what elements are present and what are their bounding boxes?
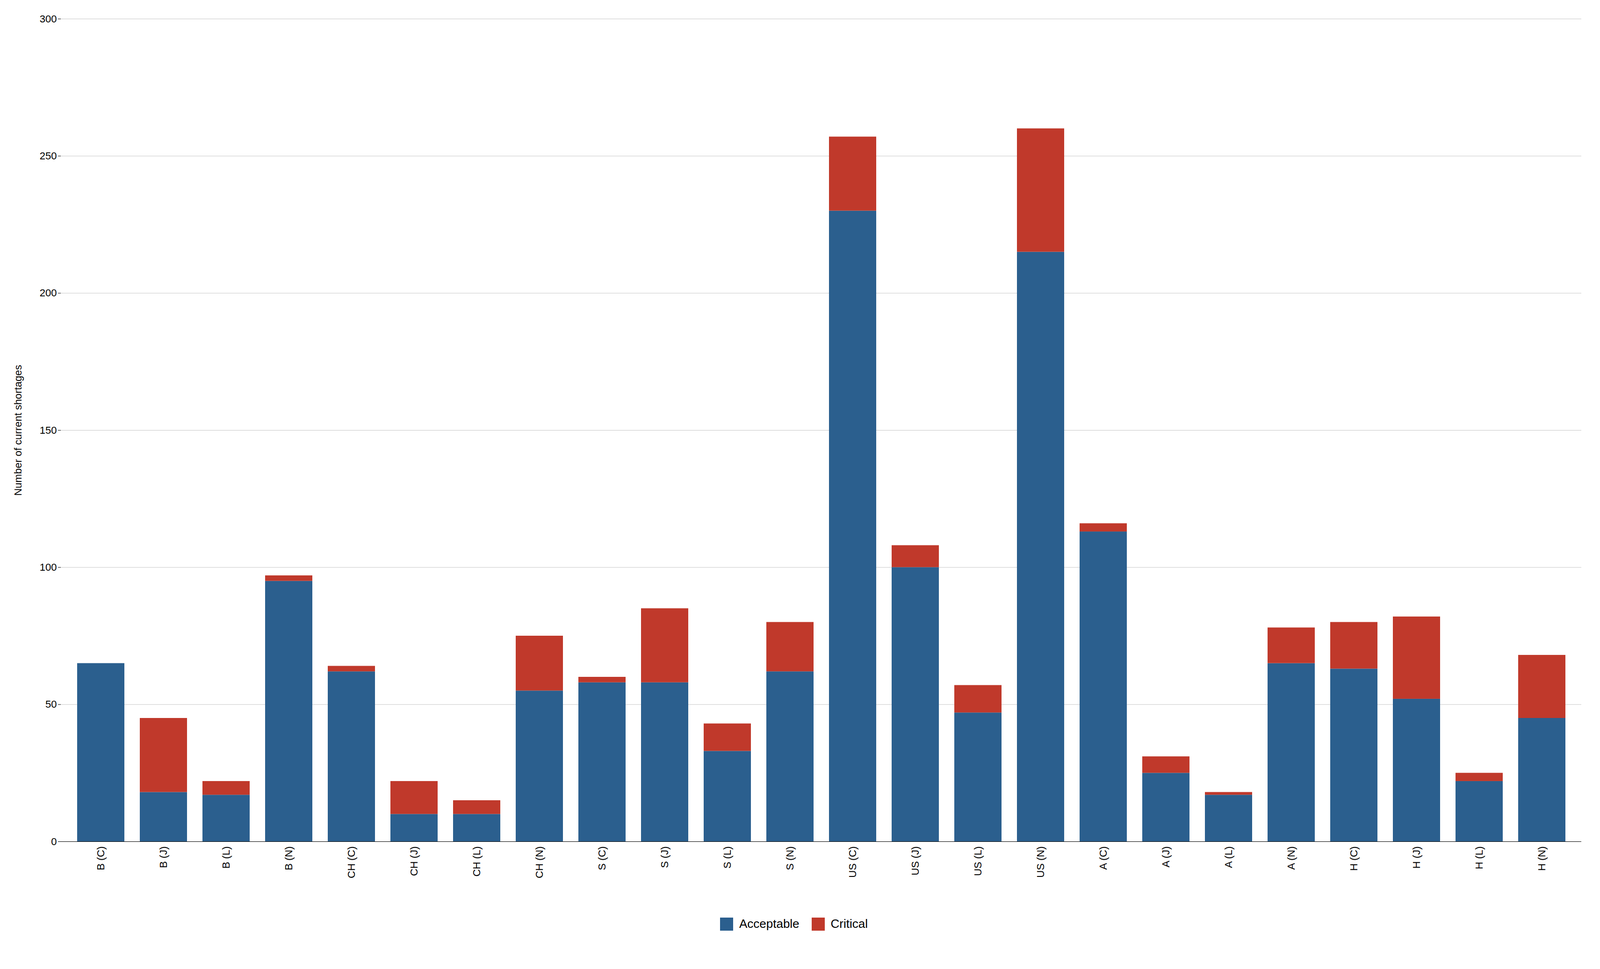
svg-text:B (J): B (J) — [157, 846, 170, 869]
svg-text:CH (C): CH (C) — [345, 846, 358, 879]
svg-text:H (J): H (J) — [1410, 846, 1423, 870]
svg-text:B (L): B (L) — [220, 846, 232, 870]
svg-text:100: 100 — [39, 561, 58, 574]
svg-text:B (C): B (C) — [94, 846, 107, 871]
svg-text:US (L): US (L) — [972, 846, 984, 877]
svg-text:US (N): US (N) — [1034, 846, 1047, 879]
html-text:Critical: Critical — [830, 916, 868, 931]
svg-text:S (L): S (L) — [721, 846, 734, 870]
html-text:Acceptable: Acceptable — [739, 916, 800, 931]
svg-text:S (C): S (C) — [596, 846, 608, 871]
svg-text:US (J): US (J) — [909, 846, 922, 876]
svg-text:CH (N): CH (N) — [533, 846, 546, 879]
svg-text:S (N): S (N) — [784, 846, 796, 871]
svg-text:B (N): B (N) — [282, 846, 295, 871]
svg-text:H (L): H (L) — [1473, 846, 1485, 870]
svg-text:A (L): A (L) — [1222, 846, 1235, 869]
svg-text:A (N): A (N) — [1285, 846, 1298, 871]
svg-text:H (N): H (N) — [1535, 846, 1548, 872]
svg-text:A (C): A (C) — [1097, 846, 1110, 871]
svg-text:200: 200 — [39, 287, 58, 299]
svg-text:50: 50 — [45, 698, 57, 711]
svg-text:300: 300 — [39, 13, 58, 25]
svg-text:H (C): H (C) — [1347, 846, 1360, 872]
svg-text:250: 250 — [39, 150, 58, 162]
svg-text:CH (L): CH (L) — [470, 846, 483, 878]
svg-text:Number of current shortages: Number of current shortages — [12, 364, 24, 496]
svg-text:A (J): A (J) — [1160, 846, 1172, 868]
svg-text:CH (J): CH (J) — [408, 846, 420, 877]
svg-text:S (J): S (J) — [658, 846, 671, 869]
svg-text:US (C): US (C) — [846, 846, 859, 879]
svg-text:0: 0 — [50, 836, 57, 848]
svg-text:150: 150 — [39, 424, 58, 437]
